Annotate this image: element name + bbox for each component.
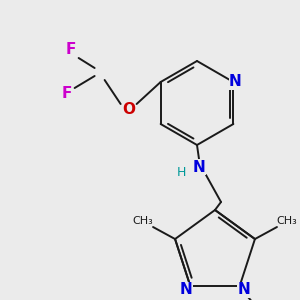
Text: N: N (180, 283, 193, 298)
Text: F: F (65, 43, 76, 58)
Text: H: H (176, 166, 186, 178)
Text: CH₃: CH₃ (133, 216, 153, 226)
Text: CH₃: CH₃ (277, 216, 297, 226)
Text: N: N (229, 74, 242, 89)
Text: N: N (193, 160, 206, 175)
Text: F: F (61, 86, 72, 101)
Text: N: N (237, 283, 250, 298)
Text: O: O (122, 103, 135, 118)
